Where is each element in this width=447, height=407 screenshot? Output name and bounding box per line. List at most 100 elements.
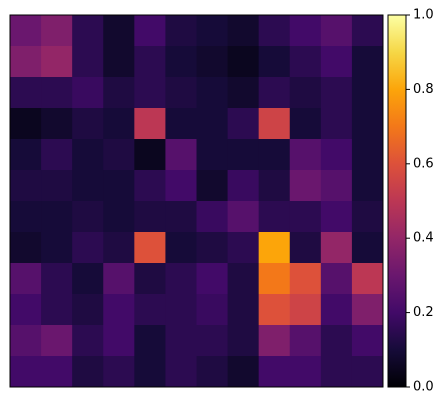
colorbar xyxy=(387,14,407,388)
heatmap-cell xyxy=(227,46,260,78)
heatmap-cell xyxy=(134,325,166,357)
heatmap-cell xyxy=(41,46,73,78)
heatmap-cell xyxy=(258,170,291,202)
heatmap-cell xyxy=(196,294,229,326)
heatmap-cell xyxy=(72,232,104,264)
heatmap-cell xyxy=(165,263,197,295)
heatmap-cell xyxy=(351,170,384,202)
heatmap-cell xyxy=(72,294,104,326)
heatmap-cell xyxy=(72,263,104,295)
colorbar-tick-label: 0.2 xyxy=(413,305,434,320)
heatmap-cell xyxy=(227,201,260,233)
heatmap-cell xyxy=(134,263,166,295)
heatmap-cell xyxy=(227,294,260,326)
heatmap-cell xyxy=(227,170,260,202)
heatmap-cell xyxy=(227,77,260,109)
heatmap-cell xyxy=(165,77,197,109)
heatmap-cell xyxy=(10,232,42,264)
heatmap-cell xyxy=(103,139,135,171)
heatmap-cell xyxy=(258,325,291,357)
heatmap-cell xyxy=(258,46,291,78)
heatmap-cell xyxy=(289,77,322,109)
heatmap-cell xyxy=(196,15,229,47)
heatmap-cell xyxy=(165,294,197,326)
heatmap-cell xyxy=(196,356,229,388)
heatmap-cell xyxy=(103,294,135,326)
heatmap-cell xyxy=(41,201,73,233)
heatmap-cell xyxy=(165,170,197,202)
heatmap-cell xyxy=(227,356,260,388)
heatmap-cell xyxy=(10,108,42,140)
heatmap-cell xyxy=(289,263,322,295)
heatmap-cell xyxy=(320,356,353,388)
heatmap-cell xyxy=(258,15,291,47)
heatmap-cell xyxy=(320,294,353,326)
heatmap-cell xyxy=(289,170,322,202)
heatmap-cell xyxy=(320,139,353,171)
heatmap-cell xyxy=(227,263,260,295)
heatmap-cell xyxy=(134,139,166,171)
heatmap-cell xyxy=(165,356,197,388)
heatmap-cell xyxy=(41,294,73,326)
heatmap-cell xyxy=(134,201,166,233)
heatmap xyxy=(10,15,384,388)
heatmap-cell xyxy=(320,170,353,202)
heatmap-cell xyxy=(134,108,166,140)
heatmap-cell xyxy=(320,263,353,295)
heatmap-cell xyxy=(10,325,42,357)
heatmap-cell xyxy=(10,201,42,233)
heatmap-cell xyxy=(103,170,135,202)
heatmap-cell xyxy=(103,232,135,264)
heatmap-cell xyxy=(41,232,73,264)
heatmap-cell xyxy=(10,139,42,171)
heatmap-cell xyxy=(41,15,73,47)
heatmap-cell xyxy=(258,294,291,326)
heatmap-cell xyxy=(165,325,197,357)
heatmap-cell xyxy=(351,46,384,78)
heatmap-cell xyxy=(103,15,135,47)
heatmap-cell xyxy=(196,232,229,264)
heatmap-cell xyxy=(258,356,291,388)
heatmap-cell xyxy=(196,201,229,233)
heatmap-cell xyxy=(134,77,166,109)
heatmap-cell xyxy=(289,232,322,264)
heatmap-cell xyxy=(320,15,353,47)
heatmap-cell xyxy=(165,232,197,264)
heatmap-cell xyxy=(289,201,322,233)
heatmap-cell xyxy=(41,263,73,295)
heatmap-cell xyxy=(72,108,104,140)
heatmap-cell xyxy=(103,201,135,233)
heatmap-cell xyxy=(351,139,384,171)
heatmap-cell xyxy=(258,139,291,171)
heatmap-cell xyxy=(41,170,73,202)
heatmap-cell xyxy=(103,263,135,295)
heatmap-cell xyxy=(165,201,197,233)
heatmap-cell xyxy=(196,46,229,78)
colorbar-tick-label: 0.8 xyxy=(413,82,434,97)
heatmap-cell xyxy=(351,294,384,326)
heatmap-cell xyxy=(41,139,73,171)
heatmap-cell xyxy=(351,232,384,264)
heatmap-cell xyxy=(72,170,104,202)
heatmap-cell xyxy=(134,15,166,47)
heatmap-cell xyxy=(165,15,197,47)
heatmap-cell xyxy=(103,108,135,140)
heatmap-cell xyxy=(134,46,166,78)
heatmap-cell xyxy=(320,325,353,357)
heatmap-cell xyxy=(10,170,42,202)
heatmap-cell xyxy=(320,232,353,264)
heatmap-cell xyxy=(320,77,353,109)
heatmap-cell xyxy=(10,15,42,47)
heatmap-cell xyxy=(103,46,135,78)
heatmap-cell xyxy=(258,263,291,295)
heatmap-cell xyxy=(72,15,104,47)
colorbar-tick-label: 0.6 xyxy=(413,156,434,171)
heatmap-cell xyxy=(320,108,353,140)
heatmap-cell xyxy=(351,108,384,140)
heatmap-cell xyxy=(165,139,197,171)
heatmap-cell xyxy=(227,108,260,140)
heatmap-cell xyxy=(196,139,229,171)
heatmap-cell xyxy=(165,108,197,140)
heatmap-cell xyxy=(72,46,104,78)
